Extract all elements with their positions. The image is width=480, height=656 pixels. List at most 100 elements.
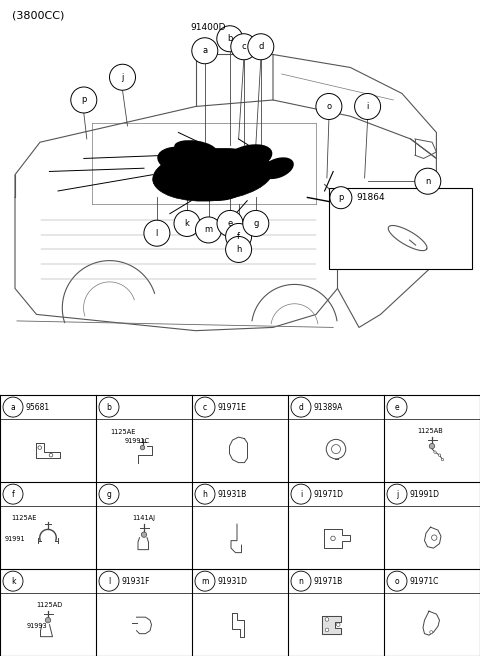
Circle shape [226,236,252,262]
Text: 91991C: 91991C [125,438,150,444]
Circle shape [99,397,119,417]
Polygon shape [323,616,340,634]
Circle shape [45,617,51,623]
Circle shape [38,446,42,449]
Text: i: i [366,102,369,111]
Circle shape [387,484,407,504]
Text: f: f [12,489,14,499]
Circle shape [325,628,329,632]
Text: g: g [107,489,111,499]
Circle shape [217,211,243,236]
Circle shape [3,484,23,504]
Circle shape [248,33,274,60]
Circle shape [195,397,215,417]
Text: 1125AD: 1125AD [36,602,63,607]
Text: 91991D: 91991D [410,489,440,499]
Text: k: k [11,577,15,586]
Circle shape [430,630,433,634]
Circle shape [332,445,340,453]
Circle shape [71,87,97,113]
Circle shape [441,459,444,461]
Text: o: o [326,102,332,111]
Ellipse shape [174,140,217,157]
Text: n: n [299,577,303,586]
Circle shape [49,453,53,457]
Text: d: d [299,403,303,411]
Circle shape [434,451,436,453]
Text: o: o [395,577,399,586]
Bar [329,188,472,269]
Circle shape [336,623,340,626]
Text: 91864: 91864 [356,194,384,202]
Text: l: l [156,229,158,237]
Text: a: a [11,403,15,411]
Text: 91991: 91991 [5,536,25,542]
Text: p: p [338,194,344,202]
Text: 91971D: 91971D [314,489,344,499]
Circle shape [99,484,119,504]
Ellipse shape [153,148,273,201]
Text: m: m [204,226,213,234]
Text: 1125AE: 1125AE [12,514,37,521]
Text: d: d [258,42,264,51]
Text: 91993: 91993 [27,623,48,629]
Text: 91931D: 91931D [218,577,248,586]
Text: j: j [396,489,398,499]
Circle shape [217,26,243,52]
Text: c: c [203,403,207,411]
Text: e: e [228,219,233,228]
Text: l: l [108,577,110,586]
Text: a: a [202,47,207,55]
Circle shape [291,571,311,591]
Circle shape [140,445,145,450]
Circle shape [174,211,200,236]
Ellipse shape [200,181,243,201]
Circle shape [429,443,435,449]
Text: 1125AE: 1125AE [110,429,136,435]
Circle shape [291,397,311,417]
Text: n: n [425,176,431,186]
Circle shape [195,484,215,504]
Text: i: i [300,489,302,499]
Text: g: g [253,219,259,228]
Text: f: f [237,232,240,241]
Circle shape [99,571,119,591]
Circle shape [243,211,269,236]
Circle shape [291,484,311,504]
Circle shape [387,397,407,417]
Circle shape [316,94,342,119]
Text: j: j [121,73,124,82]
Circle shape [387,571,407,591]
Circle shape [3,397,23,417]
Ellipse shape [153,171,187,191]
Circle shape [195,571,215,591]
Text: 91400D: 91400D [190,23,226,31]
Circle shape [438,454,441,457]
Circle shape [355,94,381,119]
Ellipse shape [222,144,272,173]
Text: k: k [185,219,190,228]
Circle shape [109,64,135,91]
Text: 1125AB: 1125AB [418,428,444,434]
Text: 91931B: 91931B [218,489,247,499]
Ellipse shape [261,157,294,179]
Text: b: b [227,34,232,43]
Circle shape [141,532,147,537]
Text: m: m [201,577,209,586]
Text: p: p [81,96,86,104]
Text: 1141AJ: 1141AJ [132,514,156,521]
Text: b: b [107,403,111,411]
Circle shape [330,187,352,209]
Circle shape [331,536,335,541]
Circle shape [231,33,257,60]
Text: h: h [236,245,241,254]
Circle shape [415,168,441,194]
Circle shape [3,571,23,591]
Text: 91971C: 91971C [410,577,439,586]
Ellipse shape [157,146,217,177]
Text: 95681: 95681 [26,403,50,411]
Circle shape [325,617,329,621]
Circle shape [226,224,252,249]
Circle shape [432,535,437,541]
Circle shape [326,440,346,459]
